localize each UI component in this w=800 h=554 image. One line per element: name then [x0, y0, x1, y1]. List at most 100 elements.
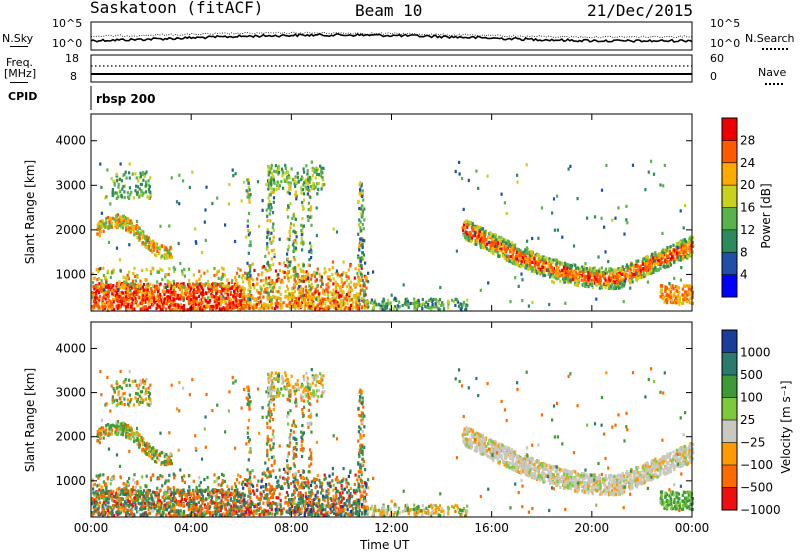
power-cell	[249, 193, 252, 197]
power-cell	[317, 292, 320, 296]
power-cell	[134, 172, 137, 176]
power-cell	[683, 290, 687, 294]
power-cell	[306, 272, 310, 276]
power-cell	[215, 291, 218, 295]
power-cell	[464, 233, 467, 237]
power-cell	[122, 184, 125, 189]
power-cell	[682, 255, 685, 259]
power-cell	[589, 274, 592, 278]
power-cell	[361, 193, 364, 197]
power-cell	[613, 268, 616, 272]
power-cell	[314, 290, 317, 294]
power-cell	[148, 238, 151, 242]
power-cell	[365, 302, 368, 306]
power-cell	[618, 271, 621, 275]
power-cell	[522, 263, 525, 267]
power-cell	[104, 285, 107, 289]
power-cell	[140, 295, 143, 300]
power-cell	[262, 304, 265, 308]
power-cell	[310, 282, 313, 286]
power-cell	[279, 297, 282, 301]
power-cell	[331, 303, 334, 307]
power-cell	[359, 289, 362, 293]
power-cell	[629, 268, 632, 272]
power-cell	[319, 278, 322, 283]
power-cell	[357, 296, 360, 300]
power-cell	[362, 227, 365, 231]
power-cell	[271, 190, 274, 195]
power-cell	[239, 289, 242, 293]
power-cell	[669, 245, 672, 249]
power-cell	[167, 305, 170, 309]
power-cell	[145, 285, 148, 289]
velocity-cell	[165, 504, 168, 508]
power-cell	[690, 285, 693, 289]
velocity-cell	[111, 498, 114, 502]
power-cell	[372, 270, 375, 274]
power-cell	[648, 258, 651, 263]
power-cell	[262, 278, 265, 282]
velocity-cell	[220, 498, 223, 503]
power-cell	[187, 267, 191, 271]
power-cell	[147, 236, 150, 240]
power-cell	[102, 219, 105, 223]
power-cell	[315, 297, 318, 301]
power-cell	[357, 199, 360, 203]
power-cell	[245, 295, 248, 299]
power-cell	[110, 225, 113, 229]
power-cell	[292, 255, 295, 260]
power-cell	[612, 272, 615, 276]
power-cell	[585, 282, 588, 286]
power-cell	[121, 222, 125, 226]
power-cell	[379, 306, 382, 311]
power-cell	[154, 243, 158, 247]
power-cell	[523, 260, 527, 264]
power-cell	[315, 168, 318, 173]
power-cell	[188, 286, 191, 290]
power-cell	[609, 286, 612, 290]
power-cell	[272, 281, 275, 285]
power-cell	[492, 244, 495, 248]
power-cell	[309, 288, 312, 292]
power-cell	[593, 279, 596, 283]
power-cell	[465, 219, 468, 223]
power-cell	[120, 290, 123, 294]
power-cell	[564, 276, 567, 280]
power-cell	[265, 276, 268, 280]
power-cell	[520, 263, 523, 267]
power-cell	[271, 279, 274, 283]
power-cell	[117, 185, 120, 189]
power-cell	[311, 307, 314, 311]
velocity-cell	[146, 503, 149, 507]
power-cell	[117, 298, 120, 302]
power-cell	[309, 215, 312, 219]
power-cell	[460, 302, 463, 306]
power-cell	[556, 228, 559, 232]
power-cell	[135, 232, 138, 236]
power-cell	[252, 278, 255, 282]
power-cell	[468, 239, 471, 243]
power-cell	[481, 230, 484, 234]
power-cell	[119, 162, 122, 166]
power-cell	[98, 234, 101, 238]
power-cell	[674, 257, 678, 261]
power-cell	[240, 293, 243, 297]
power-cell	[209, 294, 212, 299]
power-cell	[555, 270, 558, 274]
power-cell	[210, 283, 214, 287]
power-cell	[159, 293, 162, 297]
power-cell	[186, 296, 189, 300]
power-cell	[200, 298, 203, 302]
power-cell	[469, 239, 472, 243]
power-cell	[396, 306, 399, 310]
power-cell	[117, 288, 120, 292]
power-cell	[300, 223, 303, 227]
power-cell	[555, 276, 558, 280]
noise-search-dotted-icon	[762, 48, 788, 50]
power-cell	[113, 298, 116, 302]
power-cell	[531, 260, 534, 264]
power-cell	[231, 301, 234, 305]
power-cell	[189, 308, 192, 312]
power-cell	[244, 276, 247, 280]
power-cell	[147, 183, 150, 187]
